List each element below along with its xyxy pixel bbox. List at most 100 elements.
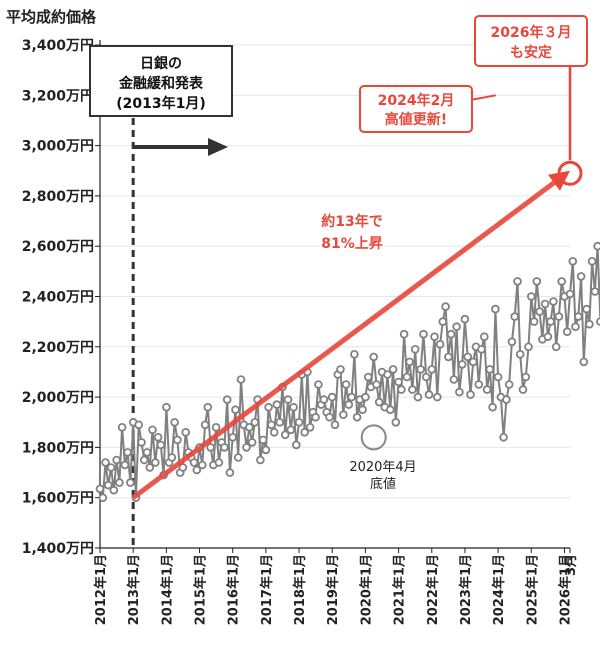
data-point [358,405,367,415]
data-point [200,420,210,430]
data-point [363,372,373,382]
latest-ring [557,160,583,186]
data-point [529,317,539,326]
x-tick-label: 2023年1月 [458,554,474,625]
y-tick-label: 2,200万円 [22,340,94,356]
data-point [211,422,221,432]
x-tick-label: 2025年1月 [524,554,540,625]
data-point [311,412,320,422]
data-point [109,485,119,495]
data-point [198,460,207,470]
x-tick-label: 2020年1月 [358,554,374,625]
data-point [394,377,403,387]
data-point [557,277,566,286]
data-point [139,455,149,465]
data-point [573,312,583,321]
data-point [532,277,542,286]
data-point [222,395,232,404]
data-point [435,339,445,349]
data-point [546,317,555,326]
data-point [549,297,558,306]
boj-text: (2013年1月) [116,95,206,112]
data-point [413,392,423,402]
data-point [156,440,166,450]
latest-text: も安定 [510,44,552,61]
data-point [424,390,434,399]
data-point [291,440,301,450]
boj-box [89,45,233,117]
data-point [256,455,265,465]
growth-text: 81%上昇 [321,236,383,252]
data-point [576,272,586,281]
x-tick-label: 2022年1月 [425,554,441,625]
data-point [181,427,191,437]
data-point [134,420,144,430]
data-point [300,427,309,437]
growth-text: 約13年で [321,213,382,230]
data-point [106,463,116,472]
y-tick-label: 3,400万円 [22,38,94,54]
data-point [95,484,105,494]
data-point [369,352,379,362]
data-point [247,438,257,447]
data-point [397,385,406,394]
data-point [228,432,238,442]
data-point [468,357,478,367]
low-point-ring [360,424,387,451]
data-point [585,319,594,329]
data-point [170,417,179,427]
high-text: 2024年2月 [378,92,455,109]
data-point [507,337,517,347]
y-tick-label: 2,600万円 [22,239,94,255]
data-point [479,332,489,342]
data-point [446,329,456,339]
data-point [98,493,108,503]
trend-arrow-shaft [131,180,556,500]
data-point [430,332,439,342]
data-point [269,427,279,437]
x-tick-label: 2026年1月 [557,554,573,625]
y-tick-label: 2,400万円 [22,290,94,306]
data-point [173,435,182,445]
data-point [142,448,152,457]
data-point [457,360,467,369]
data-point [540,299,550,309]
x-tick-labels: 2012年1月 2013年1月 2014年1月 2015年1月 2016年1月 2017年… [93,554,579,625]
y-tick-label: 1,400万円 [22,541,94,557]
data-point [120,460,130,470]
data-point [258,435,268,445]
data-point [485,365,495,374]
data-point [325,412,334,422]
data-point [477,344,486,354]
data-point [189,458,199,467]
data-point [432,392,442,402]
data-point [491,304,500,314]
low-point-text: 底値 [370,476,396,492]
data-point [543,332,553,342]
data-point [280,430,290,440]
data-point [115,478,124,487]
y-tick-label: 1,600万円 [22,491,94,507]
data-point [220,443,229,452]
data-point [562,327,572,337]
data-point [427,365,437,374]
latest-text: 2026年３月 [491,24,572,41]
data-point [126,478,135,487]
y-tick-labels: 1,400万円 1,600万円 1,800万円 2,000万円 2,200万円 2,400… [22,38,94,557]
data-point [283,395,293,404]
boj-text: 金融緩和発表 [118,75,204,92]
data-point [535,307,544,316]
data-point [452,322,461,332]
y-tick-label: 1,800万円 [22,440,94,456]
data-point [352,412,362,422]
data-point [261,445,271,455]
x-tick-label: 2014年1月 [159,554,175,625]
data-point [504,380,514,389]
data-point [551,342,561,352]
data-point [474,380,484,389]
boj-arrow-head [208,138,228,156]
data-point [499,432,508,442]
